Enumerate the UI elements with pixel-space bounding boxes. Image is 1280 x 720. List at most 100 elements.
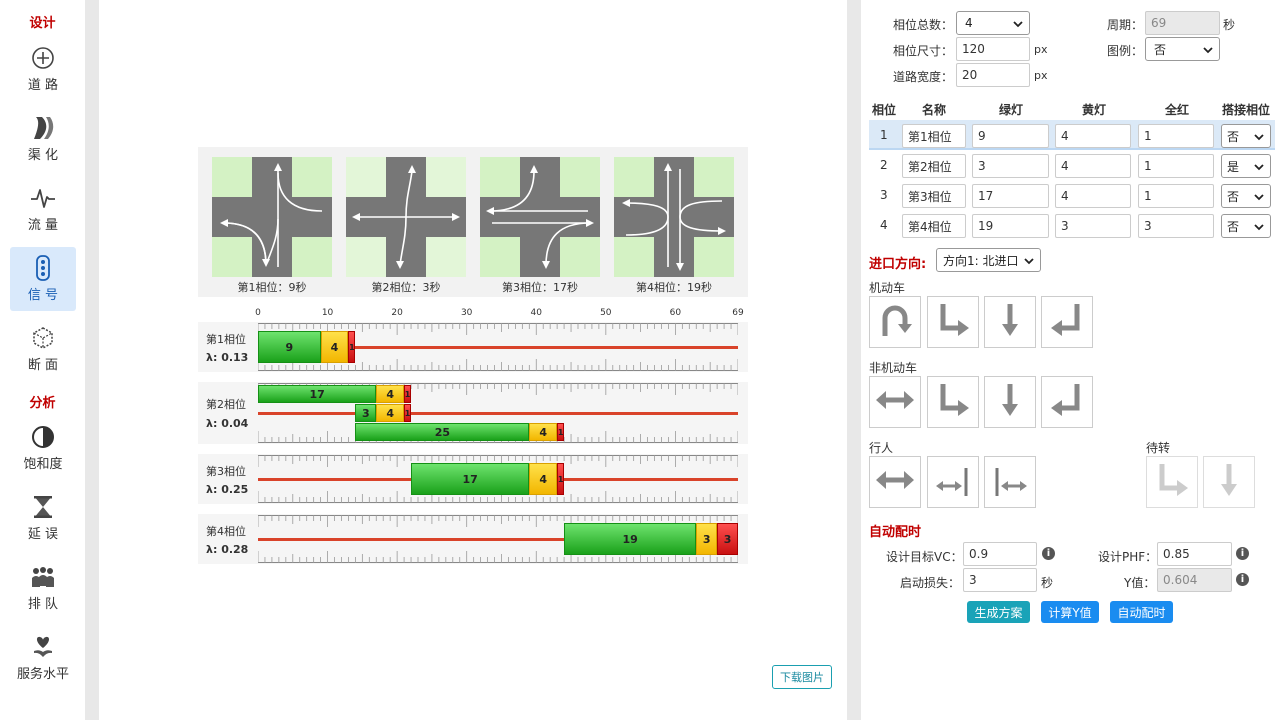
- overlap-select[interactable]: 否: [1221, 184, 1271, 208]
- nav-delay-label: 延 误: [27, 527, 59, 542]
- vehicle-right-turn-button[interactable]: [927, 296, 979, 348]
- green-time-input[interactable]: 3: [972, 154, 1049, 178]
- nonmotor-straight-button[interactable]: [984, 376, 1036, 428]
- phase-count-select[interactable]: 4: [956, 11, 1030, 35]
- phase-diagram: 第1相位：9秒 第2相位：3秒 第3相位：17秒 第4相位：19秒: [198, 147, 748, 297]
- approach-select[interactable]: 方向1: 北进口: [936, 248, 1041, 272]
- nav-flow[interactable]: 流 量: [10, 177, 76, 241]
- nonmotor-left-turn-button[interactable]: [1041, 376, 1093, 428]
- cube-icon: [10, 325, 76, 351]
- green-time-input[interactable]: 19: [972, 214, 1049, 238]
- phase-name-input[interactable]: 第3相位: [902, 184, 966, 208]
- waiting-right-turn-button[interactable]: [1146, 456, 1198, 508]
- startup-loss-input[interactable]: 3: [963, 568, 1037, 592]
- generate-plan-button[interactable]: 生成方案: [967, 601, 1030, 623]
- left-turn-icon: [1047, 380, 1087, 424]
- calc-y-button[interactable]: 计算Y值: [1041, 601, 1099, 623]
- nonmotor-right-turn-button[interactable]: [927, 376, 979, 428]
- waiting-straight-button[interactable]: [1203, 456, 1255, 508]
- phase-3-card: [480, 157, 600, 277]
- nav-section[interactable]: 断 面: [10, 317, 76, 381]
- yellow-time-input[interactable]: 4: [1055, 184, 1131, 208]
- phf-info-icon[interactable]: i: [1236, 547, 1249, 560]
- nav-delay[interactable]: 延 误: [10, 486, 76, 550]
- cycle-input[interactable]: 69: [1145, 11, 1220, 35]
- scale-label: 0: [255, 308, 261, 318]
- vc-info-icon[interactable]: i: [1042, 547, 1055, 560]
- vc-label: 设计目标VC：: [886, 550, 963, 564]
- chevron-down-icon: [1254, 191, 1264, 205]
- pedestrian-left-half-button[interactable]: [927, 456, 979, 508]
- yellow-time-input[interactable]: 3: [1055, 214, 1131, 238]
- yellow-bar: 4: [376, 404, 405, 422]
- legend-select[interactable]: 否: [1145, 37, 1220, 61]
- nav-saturation[interactable]: 饱和度: [10, 416, 76, 480]
- vehicle-uturn-button[interactable]: [869, 296, 921, 348]
- nav-service-level[interactable]: 服务水平: [10, 626, 76, 690]
- nav-signal[interactable]: 信 号: [10, 247, 76, 311]
- u-turn-icon: [875, 300, 915, 344]
- overlap-select[interactable]: 否: [1221, 214, 1271, 238]
- scale-label: 40: [530, 308, 542, 318]
- pedestrian-label: 行人: [869, 441, 894, 455]
- phase-name-input[interactable]: 第4相位: [902, 214, 966, 238]
- road-width-label: 道路宽度：: [893, 70, 954, 84]
- red-bar: 1: [557, 463, 565, 495]
- sidebar: 设计 道 路 渠 化 流 量 信 号 断 面 分析 饱和度: [0, 0, 85, 720]
- red-bar: 1: [404, 385, 412, 403]
- vehicle-straight-button[interactable]: [984, 296, 1036, 348]
- track-1-lambda: λ: 0.13: [206, 351, 249, 364]
- road-width-input[interactable]: 20: [956, 63, 1030, 87]
- auto-timing-button[interactable]: 自动配时: [1110, 601, 1173, 623]
- nav-flow-label: 流 量: [27, 218, 59, 233]
- green-time-input[interactable]: 17: [972, 184, 1049, 208]
- all-red-input[interactable]: 1: [1138, 154, 1214, 178]
- red-bar: 1: [557, 423, 565, 441]
- scale-label: 10: [321, 308, 334, 318]
- pedestrian-crossing-button[interactable]: [869, 456, 921, 508]
- col-header-phase: 相位: [872, 103, 897, 117]
- vehicle-label: 机动车: [869, 281, 906, 295]
- phase-name-input[interactable]: 第1相位: [902, 124, 966, 148]
- nav-saturation-label: 饱和度: [23, 457, 63, 472]
- nav-channelization[interactable]: 渠 化: [10, 107, 76, 171]
- cycle-label: 周期：: [1107, 18, 1144, 32]
- all-red-input[interactable]: 1: [1138, 184, 1214, 208]
- y-info-icon[interactable]: i: [1236, 573, 1249, 586]
- col-header-overlap: 搭接相位: [1222, 103, 1271, 117]
- left-gutter: [85, 0, 99, 720]
- vc-input[interactable]: 0.9: [963, 542, 1037, 566]
- yellow-time-input[interactable]: 4: [1055, 124, 1131, 148]
- nav-queue[interactable]: 排 队: [10, 556, 76, 620]
- track-1-name: 第1相位: [206, 333, 246, 346]
- phase-size-unit: px: [1034, 43, 1048, 56]
- phase-name-input[interactable]: 第2相位: [902, 154, 966, 178]
- phase-size-input[interactable]: 120: [956, 37, 1030, 61]
- phase-row-number: 3: [880, 188, 888, 202]
- right-turn-icon: [1152, 460, 1192, 504]
- nonmotor-crossing-button[interactable]: [869, 376, 921, 428]
- all-red-input[interactable]: 1: [1138, 124, 1214, 148]
- vehicle-left-turn-button[interactable]: [1041, 296, 1093, 348]
- col-header-green: 绿灯: [999, 103, 1024, 117]
- green-bar: 3: [355, 404, 377, 422]
- overlap-select[interactable]: 否: [1221, 124, 1271, 148]
- track-2-name: 第2相位: [206, 398, 246, 411]
- download-image-button[interactable]: 下载图片: [772, 665, 832, 689]
- overlap-select[interactable]: 是: [1221, 154, 1271, 178]
- yellow-time-input[interactable]: 4: [1055, 154, 1131, 178]
- phase-row-number: 4: [880, 218, 888, 232]
- nav-road[interactable]: 道 路: [10, 37, 76, 101]
- y-value-input[interactable]: 0.604: [1157, 568, 1232, 592]
- road-width-unit: px: [1034, 69, 1048, 82]
- red-bar: 3: [717, 523, 738, 555]
- phase-2-caption: 第2相位：3秒: [371, 281, 441, 294]
- all-red-input[interactable]: 3: [1138, 214, 1214, 238]
- pedestrian-right-half-button[interactable]: [984, 456, 1036, 508]
- phf-input[interactable]: 0.85: [1157, 542, 1232, 566]
- chevron-down-icon: [1254, 221, 1264, 235]
- green-time-input[interactable]: 9: [972, 124, 1049, 148]
- chevron-down-icon: [1024, 255, 1034, 269]
- time-ruler: [258, 455, 738, 503]
- phase-1-card: [212, 157, 332, 277]
